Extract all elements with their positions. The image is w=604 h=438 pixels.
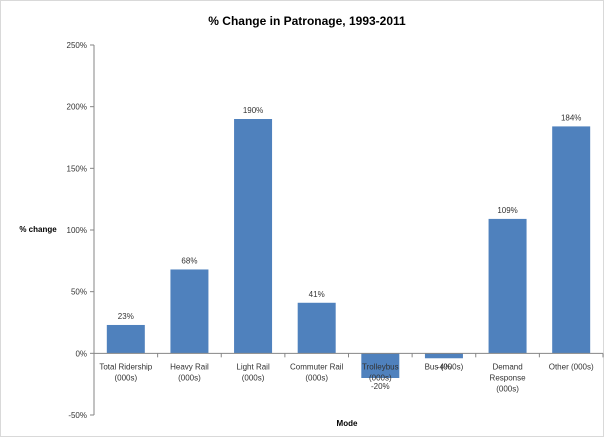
y-tick-label: 250% bbox=[67, 41, 87, 50]
y-axis: -50% 0% 50% 100% 150% 200% 250% bbox=[67, 41, 95, 420]
data-label: 23% bbox=[118, 312, 134, 321]
data-label: 109% bbox=[497, 206, 517, 215]
data-label: 184% bbox=[561, 113, 581, 122]
x-category-label: Commuter Rail (000s) bbox=[290, 362, 344, 382]
data-label: -20% bbox=[371, 382, 390, 391]
x-category-label: Trolleybus (000s) bbox=[362, 362, 399, 382]
data-label: 190% bbox=[243, 106, 263, 115]
bars bbox=[106, 119, 591, 378]
bar bbox=[488, 218, 527, 354]
data-label: -4% bbox=[437, 362, 451, 371]
x-category-label-line: Other (000s) bbox=[549, 362, 594, 371]
bar bbox=[106, 324, 145, 354]
x-axis: Total Ridership (000s)Heavy Rail (000s)Lig… bbox=[93, 352, 604, 393]
x-category-label-line: Light Rail bbox=[236, 362, 270, 371]
bar bbox=[424, 353, 463, 359]
x-category-label: Other (000s) bbox=[549, 362, 594, 371]
x-category-label-line: Response bbox=[490, 373, 527, 382]
x-category-label-line: (000s) bbox=[114, 373, 137, 382]
x-category-label-line: Total Ridership bbox=[99, 362, 152, 371]
bar bbox=[552, 126, 591, 354]
y-axis-title: % change bbox=[19, 225, 57, 234]
x-category-label-line: (000s) bbox=[496, 384, 519, 393]
x-category-label: Total Ridership (000s) bbox=[99, 362, 152, 382]
x-category-label-line: Demand bbox=[492, 362, 522, 371]
x-category-label-line: Bus (000s) bbox=[425, 362, 464, 371]
y-tick-label: 100% bbox=[67, 226, 87, 235]
data-label: 68% bbox=[181, 256, 197, 265]
data-labels: 23% 68% 190% 41% -20% -4% 109% 184% bbox=[118, 106, 582, 391]
bar bbox=[297, 302, 336, 354]
x-category-label-line: (000s) bbox=[369, 373, 392, 382]
chart-title: % Change in Patronage, 1993-2011 bbox=[208, 14, 406, 28]
x-category-label-line: Trolleybus bbox=[362, 362, 399, 371]
bar bbox=[361, 353, 400, 378]
x-category-label-line: (000s) bbox=[178, 373, 201, 382]
bar bbox=[170, 269, 209, 354]
x-category-label-line: (000s) bbox=[242, 373, 265, 382]
y-tick-label: 150% bbox=[67, 164, 87, 173]
y-tick-label: 0% bbox=[75, 349, 87, 358]
y-tick-label: 200% bbox=[67, 103, 87, 112]
x-category-label: Demand Response (000s) bbox=[490, 362, 527, 393]
x-category-label: Bus (000s) bbox=[425, 362, 464, 371]
y-tick-label: 50% bbox=[71, 288, 87, 297]
x-axis-title: Mode bbox=[337, 419, 358, 428]
x-category-label-line: Heavy Rail bbox=[170, 362, 209, 371]
y-tick-label: -50% bbox=[68, 411, 87, 420]
x-category-label: Light Rail (000s) bbox=[236, 362, 270, 382]
x-category-label-line: Commuter Rail bbox=[290, 362, 344, 371]
bar bbox=[234, 119, 273, 354]
data-label: 41% bbox=[309, 290, 325, 299]
x-category-label: Heavy Rail (000s) bbox=[170, 362, 209, 382]
x-category-label-line: (000s) bbox=[305, 373, 328, 382]
